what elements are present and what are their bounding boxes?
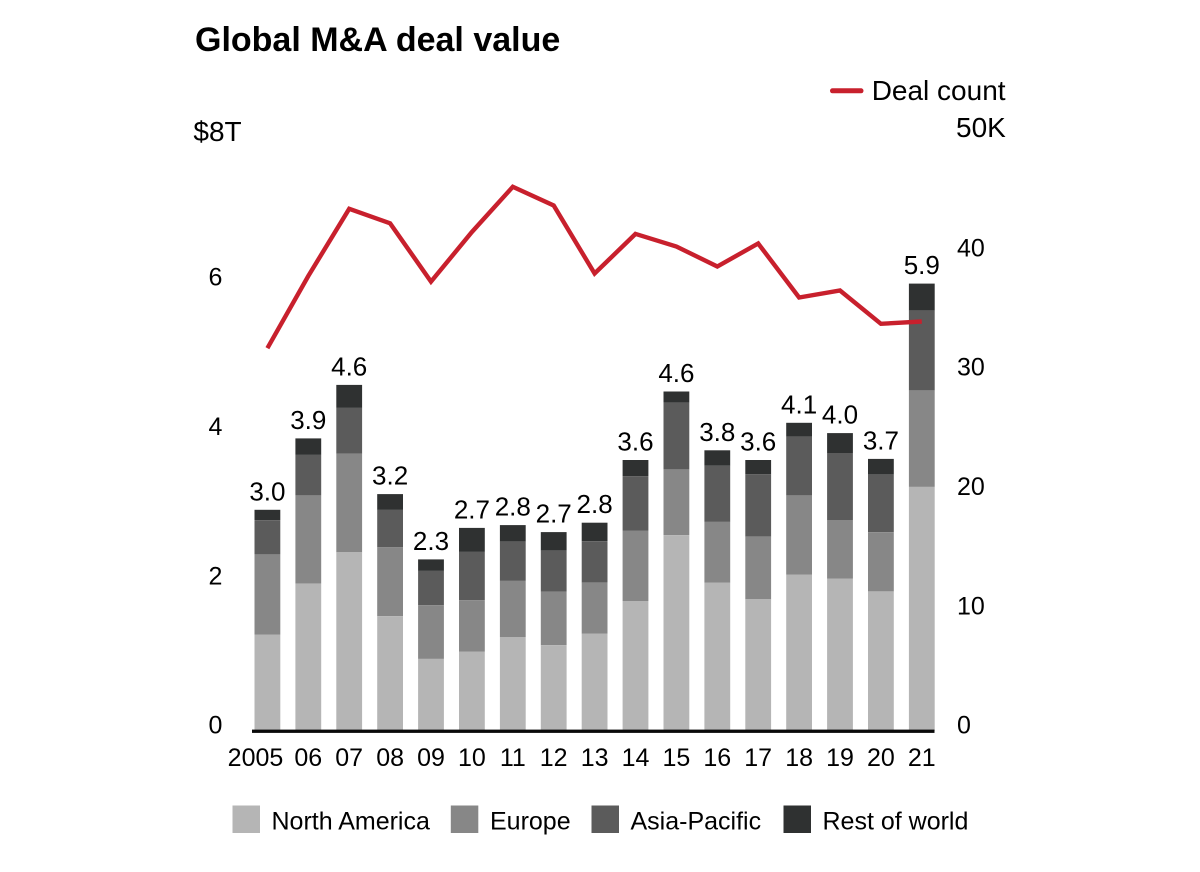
- svg-text:20: 20: [867, 744, 895, 772]
- svg-text:Global M&A deal value: Global M&A deal value: [195, 21, 560, 59]
- svg-text:09: 09: [417, 744, 445, 772]
- svg-text:40: 40: [957, 234, 985, 262]
- svg-text:2.7: 2.7: [536, 499, 572, 529]
- svg-text:13: 13: [581, 744, 609, 772]
- svg-text:4.0: 4.0: [822, 400, 858, 430]
- svg-text:2.7: 2.7: [454, 494, 490, 524]
- svg-text:4.6: 4.6: [331, 351, 367, 381]
- svg-text:2.8: 2.8: [495, 492, 531, 522]
- svg-text:4.1: 4.1: [781, 389, 817, 419]
- svg-text:10: 10: [957, 592, 985, 620]
- svg-text:07: 07: [335, 744, 363, 772]
- svg-text:2: 2: [209, 562, 223, 590]
- svg-text:5.9: 5.9: [904, 250, 940, 280]
- svg-text:2.3: 2.3: [413, 526, 449, 556]
- svg-text:08: 08: [376, 744, 404, 772]
- svg-text:17: 17: [744, 744, 772, 772]
- svg-text:15: 15: [662, 744, 690, 772]
- svg-text:12: 12: [540, 744, 568, 772]
- svg-text:21: 21: [908, 744, 936, 772]
- svg-text:3.9: 3.9: [290, 405, 326, 435]
- svg-text:19: 19: [826, 744, 854, 772]
- svg-text:30: 30: [957, 354, 985, 382]
- svg-text:50K: 50K: [956, 112, 1006, 143]
- svg-text:20: 20: [957, 473, 985, 501]
- svg-text:0: 0: [957, 712, 971, 740]
- svg-text:Europe: Europe: [490, 808, 571, 836]
- svg-text:Asia-Pacific: Asia-Pacific: [631, 808, 762, 836]
- svg-text:3.7: 3.7: [863, 425, 899, 455]
- svg-text:3.6: 3.6: [617, 427, 653, 457]
- svg-text:Deal count: Deal count: [872, 75, 1006, 106]
- svg-text:4: 4: [209, 413, 223, 441]
- svg-text:4.6: 4.6: [658, 358, 694, 388]
- svg-text:$8T: $8T: [193, 116, 241, 147]
- svg-text:Rest of world: Rest of world: [823, 808, 969, 836]
- svg-text:06: 06: [294, 744, 322, 772]
- svg-text:2005: 2005: [228, 744, 284, 772]
- svg-text:18: 18: [785, 744, 813, 772]
- svg-text:16: 16: [703, 744, 731, 772]
- svg-text:14: 14: [622, 744, 650, 772]
- svg-text:0: 0: [209, 712, 223, 740]
- svg-text:3.0: 3.0: [249, 476, 285, 506]
- svg-text:North America: North America: [272, 808, 430, 836]
- svg-text:10: 10: [458, 744, 486, 772]
- svg-text:2.8: 2.8: [577, 489, 613, 519]
- svg-text:3.8: 3.8: [699, 417, 735, 447]
- svg-text:11: 11: [500, 744, 526, 772]
- svg-text:3.2: 3.2: [372, 461, 408, 491]
- svg-text:3.6: 3.6: [740, 427, 776, 457]
- svg-text:6: 6: [209, 264, 223, 292]
